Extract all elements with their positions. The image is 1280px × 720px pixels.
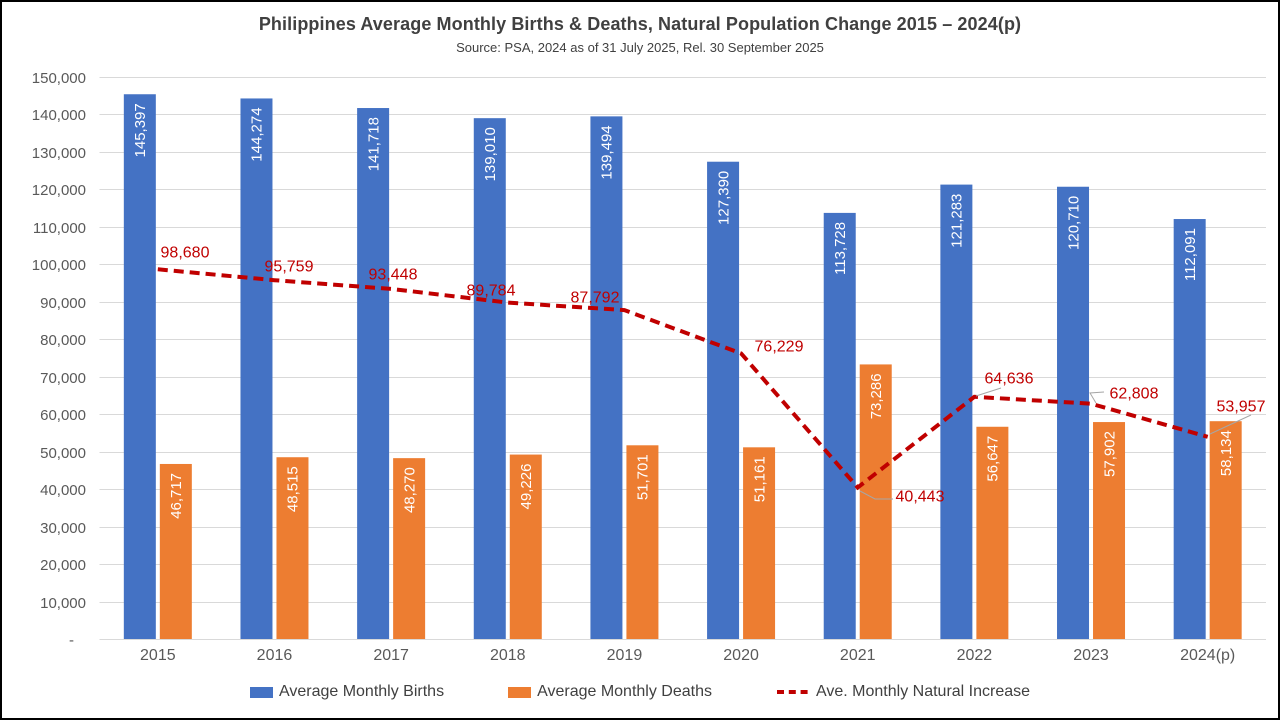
x-axis-tick-label: 2015 <box>140 647 176 664</box>
line-value-label: 95,759 <box>265 259 314 276</box>
bar-births-2016 <box>240 98 273 639</box>
label-leader-line <box>1209 414 1252 435</box>
bar-value-label: 139,494 <box>599 125 616 179</box>
legend-item-births: Average Monthly Births <box>249 683 445 701</box>
bar-value-label: 113,728 <box>832 222 849 275</box>
x-axis-tick-label: 2016 <box>257 647 293 664</box>
label-leader-line <box>1089 391 1105 404</box>
x-axis-tick-label: 2020 <box>723 647 759 664</box>
chart-subtitle: Source: PSA, 2024 as of 31 July 2025, Re… <box>456 40 824 55</box>
bar-value-label: 141,718 <box>365 117 382 171</box>
legend-label-deaths: Average Monthly Deaths <box>537 683 712 700</box>
bar-births-2022 <box>940 184 973 640</box>
y-axis-tick-label: 110,000 <box>33 220 86 237</box>
bar-births-2019 <box>590 116 623 639</box>
legend-item-deaths: Average Monthly Deaths <box>508 683 712 701</box>
y-axis-tick-label: 130,000 <box>32 145 86 162</box>
natural-increase-line <box>157 267 1209 491</box>
bar-value-label: 57,902 <box>1101 431 1118 477</box>
line-value-label: 89,784 <box>467 283 516 300</box>
bar-value-label: 139,010 <box>482 127 499 181</box>
bar-value-label: 56,647 <box>985 436 1002 482</box>
bar-value-label: 48,270 <box>401 467 418 513</box>
bar-value-label: 49,226 <box>518 464 535 510</box>
x-axis-tick-label: 2024(p) <box>1180 647 1235 664</box>
y-axis-tick-label: 10,000 <box>40 595 86 612</box>
line-value-label: 64,636 <box>985 371 1034 388</box>
bar-value-label: 120,710 <box>1065 196 1082 250</box>
y-axis-tick-label: 40,000 <box>40 482 86 499</box>
bar-births-2023 <box>1057 186 1090 639</box>
y-axis-tick-label: - <box>69 632 74 649</box>
y-axis-tick-label: 120,000 <box>32 182 86 199</box>
bar-deaths-2020 <box>743 447 776 639</box>
dashed-line-swatch-icon <box>777 690 809 694</box>
bar-value-label: 121,283 <box>949 194 966 248</box>
bar-value-label: 112,091 <box>1182 228 1199 281</box>
bar-value-label: 58,134 <box>1218 430 1235 476</box>
bar-value-label: 51,161 <box>751 456 768 502</box>
label-leader-line <box>859 490 893 500</box>
y-axis-tick-label: 70,000 <box>40 370 86 387</box>
bar-deaths-2021 <box>859 364 892 639</box>
bar-births-2018 <box>473 118 506 640</box>
legend: Average Monthly Births Average Monthly D… <box>2 683 1278 701</box>
bar-value-label: 73,286 <box>868 373 885 419</box>
bar-value-label: 144,274 <box>249 107 266 161</box>
deaths-series-swatch-icon <box>508 686 532 698</box>
line-value-label: 87,792 <box>571 290 620 307</box>
bar-deaths-2024(p) <box>1209 421 1242 639</box>
legend-label-increase: Ave. Monthly Natural Increase <box>816 683 1031 700</box>
y-axis-tick-label: 100,000 <box>32 257 86 274</box>
bar-deaths-2023 <box>1093 422 1126 639</box>
line-value-label: 93,448 <box>369 267 418 284</box>
bar-deaths-2019 <box>626 445 659 639</box>
x-axis-tick-label: 2022 <box>957 647 993 664</box>
bar-value-label: 127,390 <box>715 171 732 225</box>
y-axis-tick-label: 20,000 <box>40 557 86 574</box>
legend-item-increase: Ave. Monthly Natural Increase <box>776 683 1030 701</box>
bar-value-label: 48,515 <box>285 466 302 512</box>
bar-value-label: 46,717 <box>168 473 185 519</box>
bar-births-2021 <box>823 212 856 639</box>
line-value-label: 76,229 <box>755 339 804 356</box>
y-axis-tick-label: 140,000 <box>32 107 86 124</box>
y-axis-tick-label: 90,000 <box>40 295 86 312</box>
y-axis-tick-label: 60,000 <box>40 407 86 424</box>
chart-title: Philippines Average Monthly Births & Dea… <box>258 14 1022 34</box>
bar-deaths-2018 <box>509 454 542 639</box>
x-axis-tick-label: 2019 <box>607 647 643 664</box>
bar-births-2017 <box>357 108 390 639</box>
bar-births-2020 <box>707 161 740 639</box>
y-axis-tick-label: 50,000 <box>40 445 86 462</box>
bar-value-label: 145,397 <box>132 103 149 157</box>
bar-deaths-2017 <box>393 458 426 639</box>
x-axis-tick-label: 2023 <box>1073 647 1109 664</box>
births-series-swatch-icon <box>249 686 273 698</box>
y-axis-tick-label: 80,000 <box>40 332 86 349</box>
line-value-label: 62,808 <box>1110 386 1159 403</box>
line-value-label: 98,680 <box>161 245 210 262</box>
bar-value-label: 51,701 <box>635 454 652 500</box>
bar-births-2015 <box>123 94 156 639</box>
bar-deaths-2015 <box>159 463 192 639</box>
legend-label-births: Average Monthly Births <box>278 683 445 700</box>
x-axis-tick-label: 2018 <box>490 647 526 664</box>
y-axis-tick-label: 30,000 <box>40 520 86 537</box>
bar-deaths-2022 <box>976 426 1009 639</box>
bar-deaths-2016 <box>276 457 309 639</box>
line-value-label: 53,957 <box>1217 399 1266 416</box>
y-axis-tick-label: 150,000 <box>32 70 86 87</box>
label-leader-line <box>975 387 1002 397</box>
line-value-label: 40,443 <box>896 489 945 506</box>
x-axis-tick-label: 2021 <box>840 647 876 664</box>
x-axis-tick-label: 2017 <box>373 647 409 664</box>
